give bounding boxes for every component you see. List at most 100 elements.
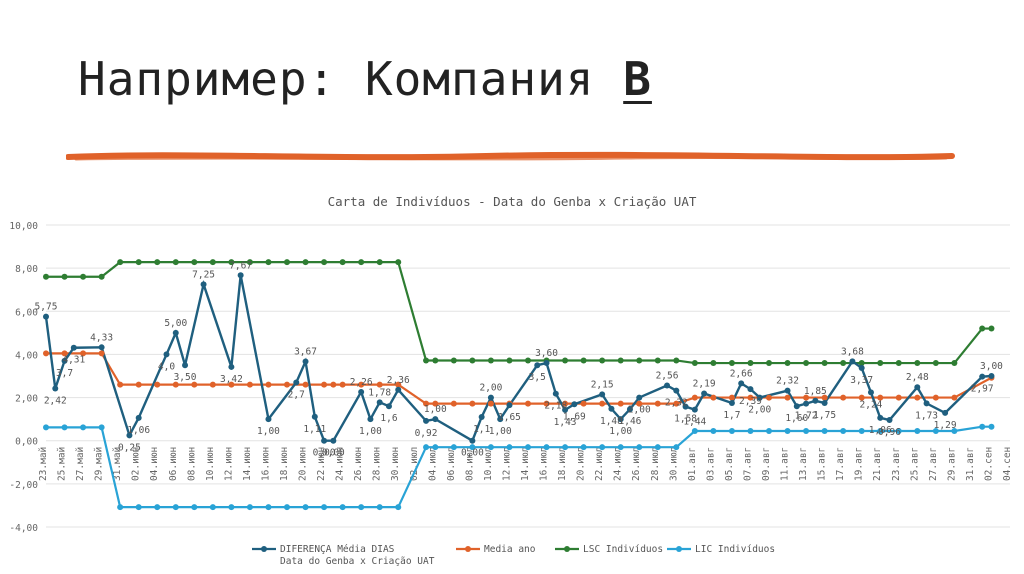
control-marker (525, 444, 531, 451)
data-point (534, 362, 541, 369)
control-marker (506, 444, 513, 451)
control-marker (154, 504, 161, 511)
data-label: 1,43 (554, 417, 577, 428)
legend-marker (676, 546, 682, 552)
x-tick-label: 10.июл (483, 447, 494, 481)
legend-marker (261, 546, 267, 552)
control-marker (506, 357, 513, 364)
control-marker (135, 381, 142, 388)
y-tick-label: 0,00 (15, 437, 38, 448)
data-point (571, 401, 578, 408)
data-label: 1,73 (915, 410, 938, 421)
data-label: 2,97 (971, 384, 994, 395)
control-marker (562, 357, 569, 364)
control-marker (803, 394, 810, 401)
data-point (849, 358, 856, 365)
data-point (302, 358, 309, 365)
title-company-letter: B (623, 52, 652, 106)
control-marker (265, 504, 272, 511)
data-point (923, 400, 930, 407)
control-marker (951, 394, 958, 401)
control-marker (858, 394, 865, 401)
x-tick-label: 15.авг (817, 447, 828, 481)
control-marker (330, 381, 337, 388)
data-point (821, 399, 828, 406)
x-tick-label: 14.июл (520, 447, 531, 481)
legend-marker (465, 546, 471, 552)
data-label: 1,1 (473, 424, 490, 435)
y-tick-label: 6,00 (15, 307, 38, 318)
data-label: 1,46 (619, 416, 642, 427)
data-label: 3,7 (56, 368, 73, 379)
x-tick-label: 13.авг (798, 447, 809, 481)
x-tick-label: 28.июл (650, 447, 661, 481)
data-label: 4,0 (158, 361, 175, 372)
control-marker (376, 381, 383, 388)
control-marker (376, 259, 383, 266)
series-points (43, 259, 995, 511)
control-marker (728, 428, 735, 435)
data-point (914, 384, 921, 391)
data-label: 5,75 (35, 302, 58, 313)
control-marker (302, 381, 309, 388)
control-marker (246, 381, 253, 388)
control-marker (302, 504, 309, 511)
control-marker (209, 259, 216, 266)
control-marker (673, 357, 680, 364)
legend-marker (564, 546, 570, 552)
x-tick-label: 31.май (112, 447, 123, 481)
control-marker (172, 504, 179, 511)
data-label: 5,00 (164, 318, 187, 329)
data-point (487, 394, 494, 401)
x-tick-label: 24.июн (335, 447, 346, 481)
control-marker (395, 381, 402, 388)
data-label: 1,44 (683, 417, 706, 428)
control-marker (728, 360, 735, 367)
control-marker (766, 360, 772, 367)
data-point (636, 394, 643, 401)
data-label: 1,00 (489, 426, 512, 437)
control-marker (395, 504, 402, 511)
data-point (988, 373, 995, 379)
data-label: 2,66 (730, 368, 753, 379)
data-point (673, 387, 680, 394)
control-marker (710, 360, 717, 367)
x-tick-label: 05.авг (724, 447, 735, 481)
control-marker (895, 394, 902, 401)
control-marker (562, 400, 569, 407)
data-label: 1,85 (804, 386, 827, 397)
x-tick-label: 20.июл (576, 447, 587, 481)
control-marker (135, 259, 142, 266)
control-marker (80, 350, 87, 357)
x-tick-label: 22.июл (594, 447, 605, 481)
x-tick-label: 27.авг (928, 447, 939, 481)
data-point (543, 360, 550, 367)
data-label: 2,19 (693, 378, 716, 389)
data-point (432, 416, 439, 423)
y-tick-label: 4,00 (15, 350, 38, 361)
x-tick-label: 18.июл (557, 447, 568, 481)
data-point (135, 414, 142, 421)
control-marker (172, 381, 179, 388)
control-marker (358, 381, 365, 388)
control-marker (580, 400, 587, 407)
data-label: 2,32 (665, 398, 688, 409)
data-label: 1,58 (674, 414, 697, 425)
control-marker (228, 259, 235, 266)
control-marker (766, 394, 772, 401)
data-label: 2,42 (44, 396, 67, 407)
control-marker (339, 259, 346, 266)
control-marker (80, 424, 87, 431)
legend-label: Data do Genba x Criação UAT (280, 556, 435, 567)
control-marker (209, 504, 216, 511)
control-marker (117, 259, 124, 266)
data-point (228, 363, 235, 370)
control-marker (543, 400, 550, 407)
data-label: 1,75 (813, 410, 836, 421)
control-marker (877, 428, 884, 435)
data-labels: 5,75 2,42 3,7 4,31 4,33 0,25 1,06 4,0 5,00 3,50 7,… (35, 260, 1004, 458)
data-label: 3,68 (841, 346, 864, 357)
x-tick-label: 12.июл (501, 447, 512, 481)
x-tick-label: 09.авг (761, 447, 772, 481)
